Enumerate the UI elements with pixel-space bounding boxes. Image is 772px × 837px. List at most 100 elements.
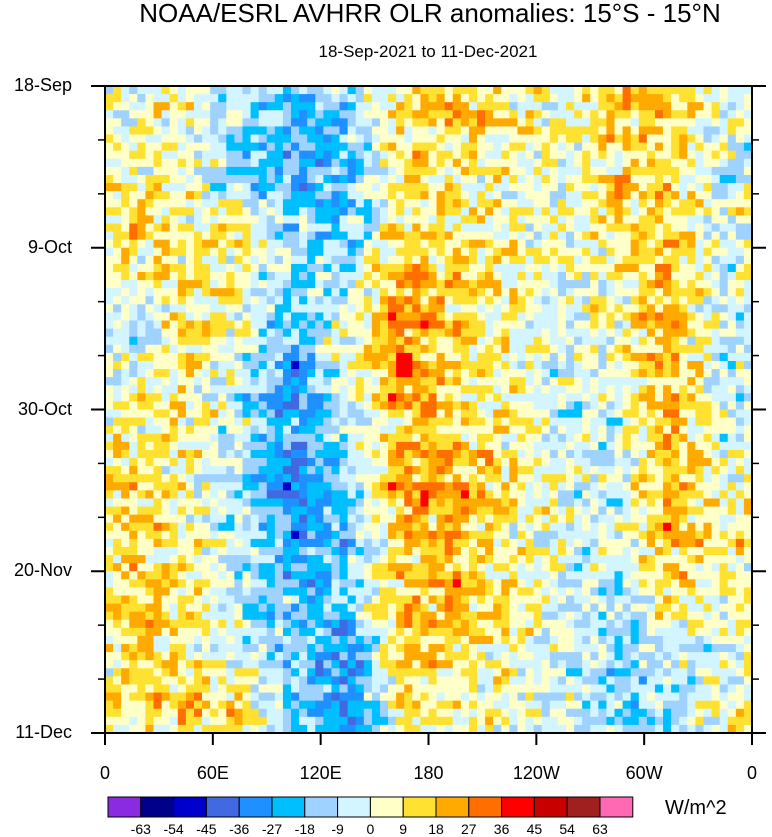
heatmap-cell — [501, 150, 510, 160]
heatmap-cell — [460, 231, 470, 241]
heatmap-cell — [598, 296, 608, 305]
heatmap-cell — [703, 86, 713, 95]
heatmap-cell — [347, 223, 357, 233]
heatmap-cell — [565, 150, 575, 160]
heatmap-cell — [291, 449, 300, 459]
heatmap-cell — [671, 296, 680, 305]
heatmap-cell — [307, 142, 316, 152]
heatmap-cell — [711, 158, 721, 168]
heatmap-cell — [525, 239, 535, 249]
heatmap-cell — [347, 506, 357, 516]
heatmap-cell — [339, 255, 349, 265]
heatmap-cell — [404, 563, 413, 572]
heatmap-cell — [355, 344, 365, 354]
heatmap-cell — [347, 102, 357, 111]
heatmap-cell — [331, 417, 341, 427]
heatmap-cell — [525, 482, 535, 491]
heatmap-cell — [517, 385, 527, 394]
heatmap-cell — [590, 546, 599, 556]
heatmap-cell — [606, 94, 616, 103]
heatmap-cell — [202, 506, 211, 516]
heatmap-cell — [460, 538, 470, 548]
heatmap-cell — [630, 272, 640, 281]
heatmap-cell — [444, 546, 454, 556]
heatmap-cell — [509, 231, 519, 241]
heatmap-cell — [509, 369, 519, 378]
heatmap-cell — [258, 425, 268, 435]
heatmap-cell — [315, 385, 324, 394]
heatmap-cell — [371, 538, 381, 548]
heatmap-cell — [274, 280, 284, 289]
heatmap-cell — [638, 336, 648, 346]
heatmap-cell — [202, 191, 211, 200]
heatmap-cell — [598, 385, 608, 394]
heatmap-cell — [565, 312, 575, 322]
heatmap-cell — [420, 336, 430, 346]
heatmap-cell — [614, 255, 624, 265]
heatmap-cell — [234, 158, 244, 168]
heatmap-cell — [412, 538, 422, 548]
heatmap-cell — [121, 474, 130, 483]
heatmap-cell — [282, 239, 292, 249]
heatmap-cell — [654, 498, 664, 508]
heatmap-cell — [590, 571, 599, 580]
heatmap-cell — [549, 126, 559, 136]
heatmap-cell — [501, 247, 510, 257]
heatmap-cell — [274, 514, 284, 524]
heatmap-cell — [234, 360, 244, 370]
heatmap-cell — [549, 393, 559, 403]
heatmap-cell — [121, 272, 130, 281]
heatmap-cell — [250, 506, 260, 516]
heatmap-cell — [161, 563, 171, 572]
heatmap-cell — [177, 231, 187, 241]
heatmap-cell — [501, 498, 510, 508]
heatmap-cell — [533, 555, 543, 564]
heatmap-cell — [339, 344, 349, 354]
heatmap-cell — [363, 538, 373, 548]
heatmap-cell — [663, 304, 672, 314]
heatmap-cell — [177, 352, 187, 362]
heatmap-cell — [282, 563, 292, 572]
heatmap-cell — [291, 223, 300, 233]
heatmap-cell — [347, 231, 357, 241]
heatmap-cell — [735, 320, 745, 330]
heatmap-cell — [266, 522, 276, 532]
heatmap-cell — [541, 102, 551, 111]
heatmap-cell — [388, 425, 397, 435]
heatmap-cell — [299, 458, 308, 467]
heatmap-cell — [347, 288, 357, 297]
heatmap-cell — [452, 466, 462, 475]
heatmap-cell — [614, 223, 624, 233]
heatmap-cell — [129, 215, 138, 225]
heatmap-cell — [598, 425, 608, 435]
heatmap-cell — [711, 255, 721, 265]
heatmap-cell — [371, 514, 381, 524]
heatmap-cell — [355, 514, 365, 524]
heatmap-cell — [193, 538, 203, 548]
heatmap-cell — [727, 579, 737, 589]
heatmap-cell — [129, 344, 138, 354]
heatmap-cell — [363, 134, 373, 144]
heatmap-cell — [388, 490, 397, 500]
heatmap-cell — [663, 538, 672, 548]
heatmap-cell — [379, 555, 389, 564]
heatmap-cell — [113, 474, 122, 483]
heatmap-cell — [379, 118, 389, 128]
heatmap-cell — [622, 449, 632, 459]
heatmap-cell — [355, 571, 365, 580]
heatmap-cell — [646, 579, 656, 589]
heatmap-cell — [436, 482, 446, 491]
heatmap-cell — [202, 546, 211, 556]
heatmap-cell — [388, 474, 397, 483]
heatmap-cell — [428, 482, 438, 491]
heatmap-cell — [460, 166, 470, 176]
heatmap-cell — [234, 126, 244, 136]
heatmap-cell — [291, 304, 300, 314]
heatmap-cell — [291, 142, 300, 152]
heatmap-cell — [477, 352, 486, 362]
heatmap-cell — [743, 263, 753, 273]
heatmap-cell — [646, 458, 656, 467]
heatmap-cell — [355, 158, 365, 168]
heatmap-cell — [339, 538, 349, 548]
heatmap-cell — [282, 166, 292, 176]
